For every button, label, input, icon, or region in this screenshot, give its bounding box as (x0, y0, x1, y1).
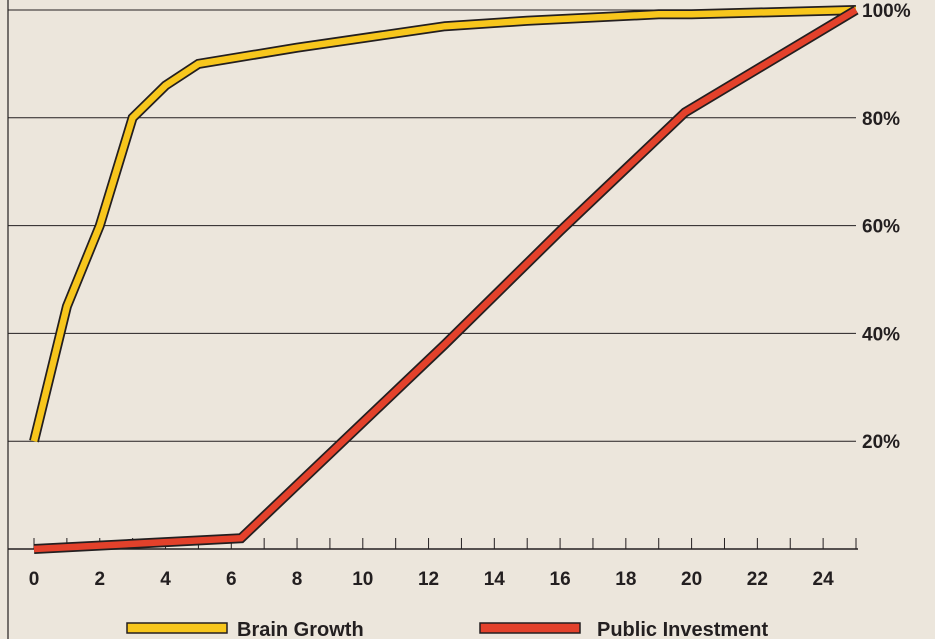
legend-label: Public Investment (597, 619, 768, 639)
x-tick-label: 22 (747, 569, 768, 590)
x-tick-label: 18 (615, 569, 636, 590)
x-tick-label: 12 (418, 569, 439, 590)
y-tick-label: 40% (862, 324, 900, 345)
series-line-fill (33, 7, 858, 553)
x-tick-label: 16 (550, 569, 571, 590)
legend-swatch (126, 622, 228, 634)
x-tick-label: 10 (352, 569, 373, 590)
x-tick-label: 14 (484, 569, 506, 590)
y-tick-label: 60% (862, 217, 900, 238)
y-tick-label: 100% (862, 1, 911, 22)
legend-item: Brain Growth (126, 619, 364, 639)
x-tick-label: 8 (292, 569, 303, 590)
legend-label: Brain Growth (237, 619, 364, 639)
y-axis: 20% 40% 60% 80% 100% (862, 1, 911, 453)
gridlines (8, 9, 856, 442)
series-line (29, 5, 857, 443)
legend: Brain Growth Public Investment (126, 619, 768, 639)
x-tick-label: 4 (160, 569, 171, 590)
legend-swatch (479, 622, 581, 634)
y-tick-label: 80% (862, 109, 900, 130)
x-tick-label: 0 (29, 569, 40, 590)
series-lines (29, 5, 859, 554)
x-tick-label: 6 (226, 569, 237, 590)
x-tick-label: 2 (94, 569, 105, 590)
series-line-fill (30, 6, 857, 442)
legend-item: Public Investment (479, 619, 768, 639)
y-tick-label: 20% (862, 432, 900, 453)
x-tick-label: 24 (813, 569, 835, 590)
series-line (33, 5, 859, 554)
x-tick-label: 20 (681, 569, 702, 590)
